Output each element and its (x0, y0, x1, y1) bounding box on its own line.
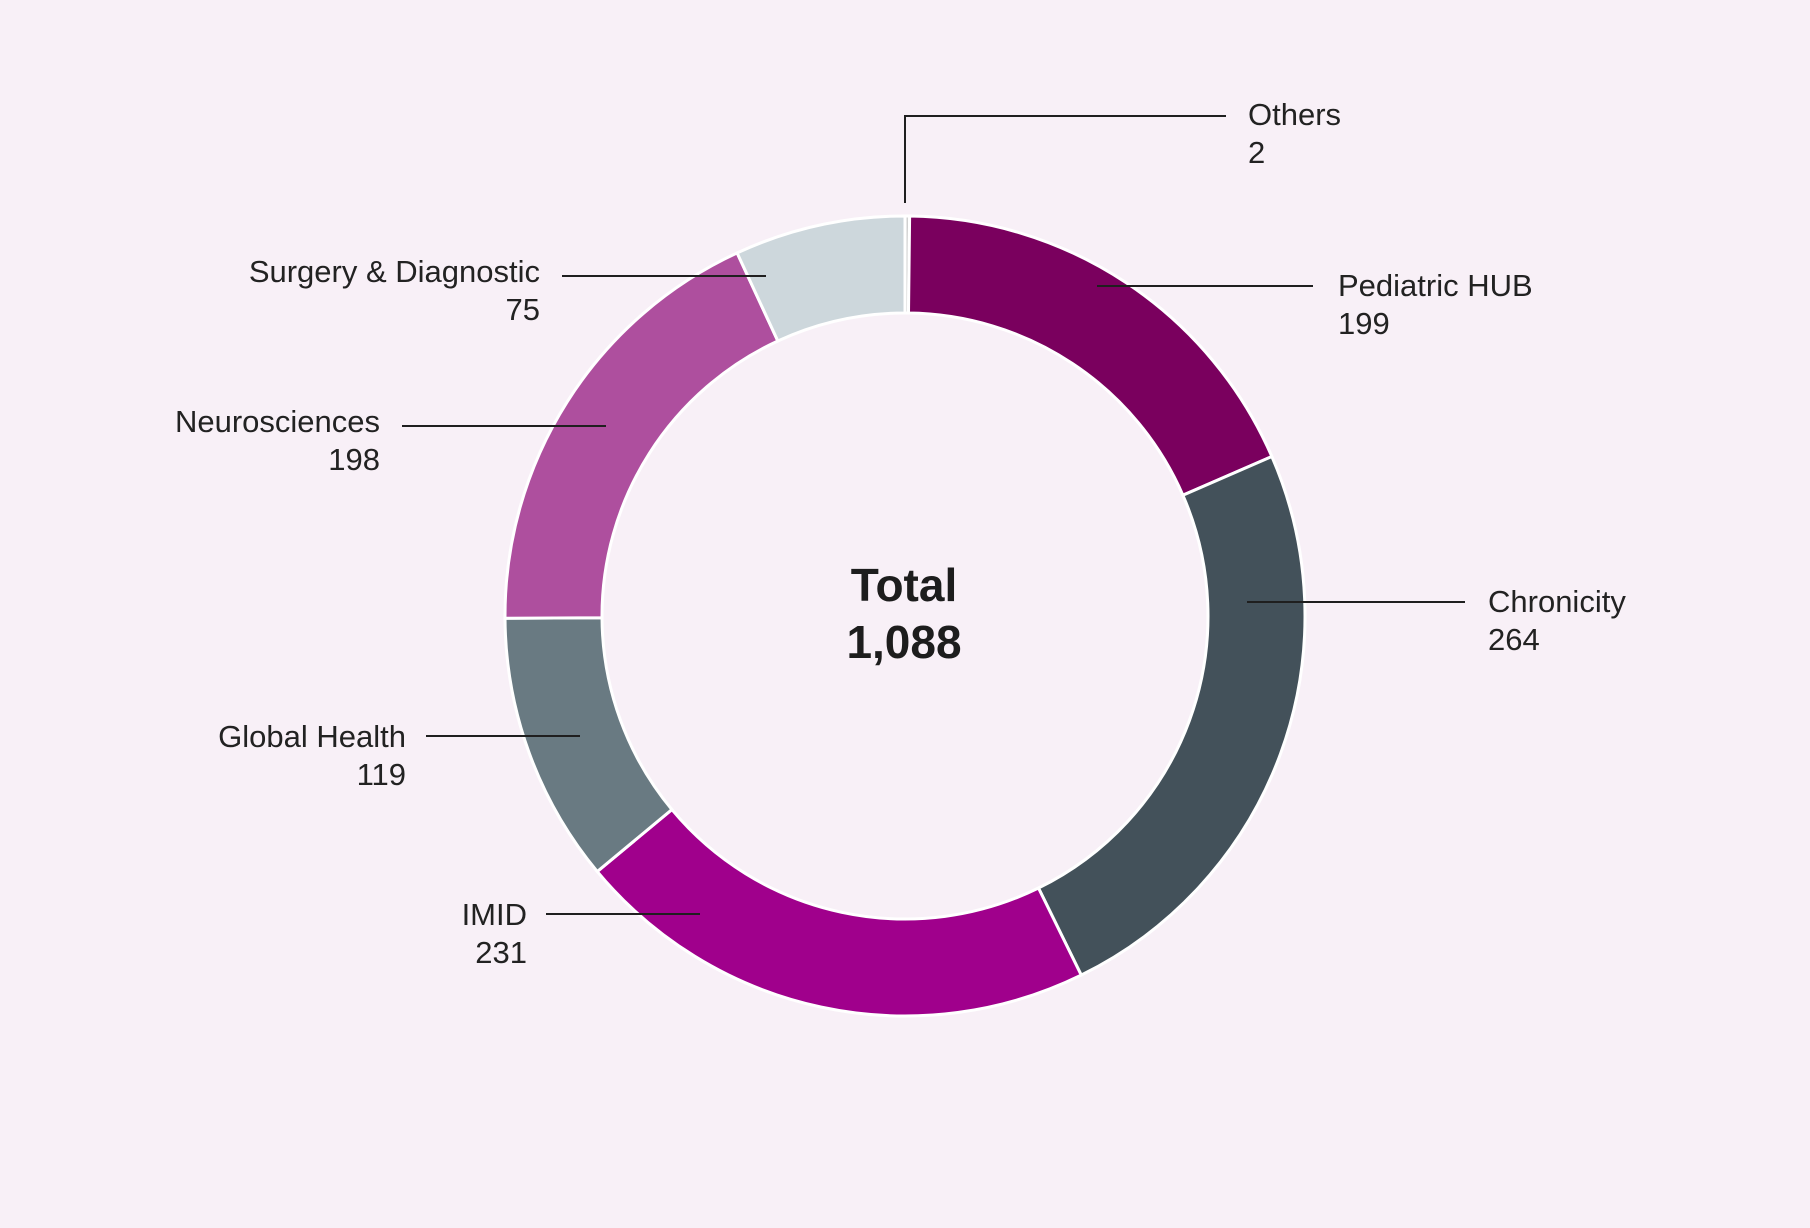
label-name-imid: IMID (462, 897, 527, 932)
label-name-surgery-diagnostic: Surgery & Diagnostic (249, 254, 540, 289)
slice-surgery-diagnostic (735, 214, 907, 343)
donut-slices (503, 214, 1307, 1018)
label-name-global-health: Global Health (218, 719, 406, 754)
label-value-imid: 231 (475, 935, 527, 970)
slice-chronicity (1036, 454, 1307, 978)
label-name-chronicity: Chronicity (1488, 584, 1626, 619)
label-name-pediatric-hub: Pediatric HUB (1338, 268, 1533, 303)
label-value-chronicity: 264 (1488, 622, 1540, 657)
center-title: Total (851, 559, 957, 611)
slice-neurosciences (503, 250, 780, 620)
label-value-global-health: 119 (357, 757, 406, 792)
label-name-others: Others (1248, 97, 1341, 132)
center-total: 1,088 (846, 616, 961, 668)
label-value-pediatric-hub: 199 (1338, 306, 1390, 341)
slice-pediatric-hub (906, 214, 1274, 498)
leader-lines (402, 115, 1465, 915)
label-name-neurosciences: Neurosciences (175, 404, 380, 439)
label-value-others: 2 (1248, 135, 1265, 170)
label-value-surgery-diagnostic: 75 (506, 292, 540, 327)
leader-line-others (904, 115, 1226, 203)
label-value-neurosciences: 198 (328, 442, 380, 477)
slice-imid (595, 807, 1084, 1018)
